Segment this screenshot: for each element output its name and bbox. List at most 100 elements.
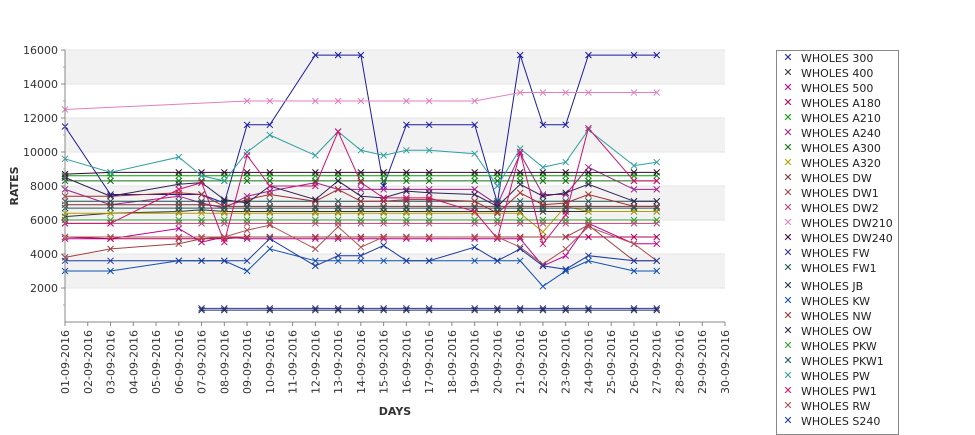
legend-label: WHOLES RW bbox=[801, 400, 871, 413]
data-point bbox=[266, 97, 274, 105]
data-point bbox=[630, 162, 638, 169]
legend-marker-icon: ✕ bbox=[783, 111, 793, 124]
data-point bbox=[585, 204, 592, 212]
data-point bbox=[357, 146, 365, 154]
data-point bbox=[630, 177, 638, 185]
legend-label: WHOLES DW1 bbox=[801, 187, 879, 200]
data-point bbox=[334, 204, 342, 212]
data-point bbox=[630, 257, 638, 265]
data-point bbox=[357, 197, 365, 205]
data-point bbox=[380, 242, 387, 249]
x-tick-label: 11-09-2016 bbox=[287, 330, 300, 394]
data-point bbox=[266, 245, 274, 253]
data-point bbox=[311, 169, 319, 176]
legend-label: WHOLES OW bbox=[801, 325, 872, 338]
data-point bbox=[198, 233, 205, 241]
data-point bbox=[334, 169, 342, 176]
data-point bbox=[516, 197, 524, 205]
legend-item: ✕ WHOLES A210 bbox=[777, 111, 898, 126]
data-point bbox=[266, 204, 274, 212]
data-point bbox=[403, 121, 410, 129]
data-point bbox=[311, 216, 319, 224]
legend-label: WHOLES S240 bbox=[801, 415, 881, 428]
data-point bbox=[243, 216, 251, 224]
x-tick-label: 05-09-2016 bbox=[150, 330, 163, 394]
data-point bbox=[334, 252, 342, 260]
data-point bbox=[380, 177, 387, 185]
data-point bbox=[425, 189, 433, 197]
legend-marker-icon: ✕ bbox=[783, 171, 793, 184]
y-tick-label: 10000 bbox=[23, 146, 58, 159]
x-tick-label: 15-09-2016 bbox=[378, 330, 391, 394]
data-point bbox=[425, 216, 433, 224]
data-point bbox=[516, 169, 524, 176]
data-point bbox=[198, 204, 205, 212]
x-tick-label: 06-09-2016 bbox=[173, 330, 186, 394]
data-point bbox=[334, 128, 342, 135]
data-point bbox=[311, 262, 319, 270]
data-point bbox=[243, 267, 251, 275]
legend-marker-icon: ✕ bbox=[783, 141, 793, 154]
x-tick-label: 17-09-2016 bbox=[423, 330, 436, 394]
legend-marker-icon: ✕ bbox=[783, 81, 793, 94]
legend-item: ✕ WHOLES 500 bbox=[777, 81, 898, 96]
data-point bbox=[471, 197, 479, 205]
data-point bbox=[471, 233, 479, 241]
data-point bbox=[175, 186, 183, 193]
legend-item: ✕ WHOLES FW bbox=[777, 246, 898, 261]
data-point bbox=[471, 191, 479, 198]
legend-label: WHOLES PKW bbox=[801, 340, 877, 353]
series-wholes-s240 bbox=[61, 235, 661, 273]
data-point bbox=[516, 180, 524, 188]
x-tick-label: 22-09-2016 bbox=[537, 330, 550, 394]
data-point bbox=[198, 172, 205, 180]
x-tick-label: 01-09-2016 bbox=[59, 330, 72, 394]
legend-item: ✕ WHOLES PW1 bbox=[777, 384, 898, 399]
x-tick-label: 14-09-2016 bbox=[355, 330, 368, 394]
data-point bbox=[516, 216, 524, 224]
data-point bbox=[516, 233, 524, 241]
data-point bbox=[630, 89, 638, 96]
legend-item: ✕ WHOLES OW bbox=[777, 324, 898, 339]
data-point bbox=[539, 121, 547, 129]
data-point bbox=[516, 209, 524, 217]
data-point bbox=[425, 306, 433, 314]
data-point bbox=[107, 257, 114, 265]
data-point bbox=[494, 204, 501, 212]
data-point bbox=[107, 204, 114, 212]
x-tick-label: 13-09-2016 bbox=[332, 330, 345, 394]
data-point bbox=[198, 209, 205, 217]
y-tick-label: 4000 bbox=[30, 248, 58, 261]
legend-marker-icon: ✕ bbox=[783, 216, 793, 229]
legend-label: WHOLES 300 bbox=[801, 52, 874, 65]
data-point bbox=[585, 124, 592, 132]
data-point bbox=[357, 252, 365, 260]
data-point bbox=[175, 180, 183, 188]
data-point bbox=[175, 153, 183, 161]
data-point bbox=[653, 186, 661, 193]
x-tick-label: 12-09-2016 bbox=[309, 330, 322, 394]
data-point bbox=[653, 169, 661, 176]
data-point bbox=[585, 257, 592, 265]
data-point bbox=[562, 89, 570, 96]
legend-label: WHOLES 400 bbox=[801, 67, 874, 80]
x-tick-label: 03-09-2016 bbox=[105, 330, 118, 394]
data-point bbox=[425, 121, 433, 129]
background-band bbox=[65, 254, 725, 288]
data-point bbox=[380, 194, 387, 202]
data-point bbox=[243, 226, 251, 234]
data-point bbox=[311, 152, 319, 159]
series-wholes-dw240 bbox=[61, 169, 661, 178]
data-point bbox=[380, 152, 387, 159]
data-point bbox=[380, 169, 387, 176]
data-point bbox=[539, 306, 547, 314]
data-point bbox=[403, 187, 410, 195]
data-point bbox=[334, 177, 342, 185]
data-point bbox=[357, 97, 365, 105]
data-point bbox=[311, 182, 319, 190]
legend-item: ✕ WHOLES S240 bbox=[777, 414, 898, 429]
legend-label: WHOLES DW2 bbox=[801, 202, 879, 215]
data-point bbox=[425, 169, 433, 176]
legend-item: ✕ WHOLES 400 bbox=[777, 66, 898, 81]
legend-item: ✕ WHOLES PW bbox=[777, 369, 898, 384]
